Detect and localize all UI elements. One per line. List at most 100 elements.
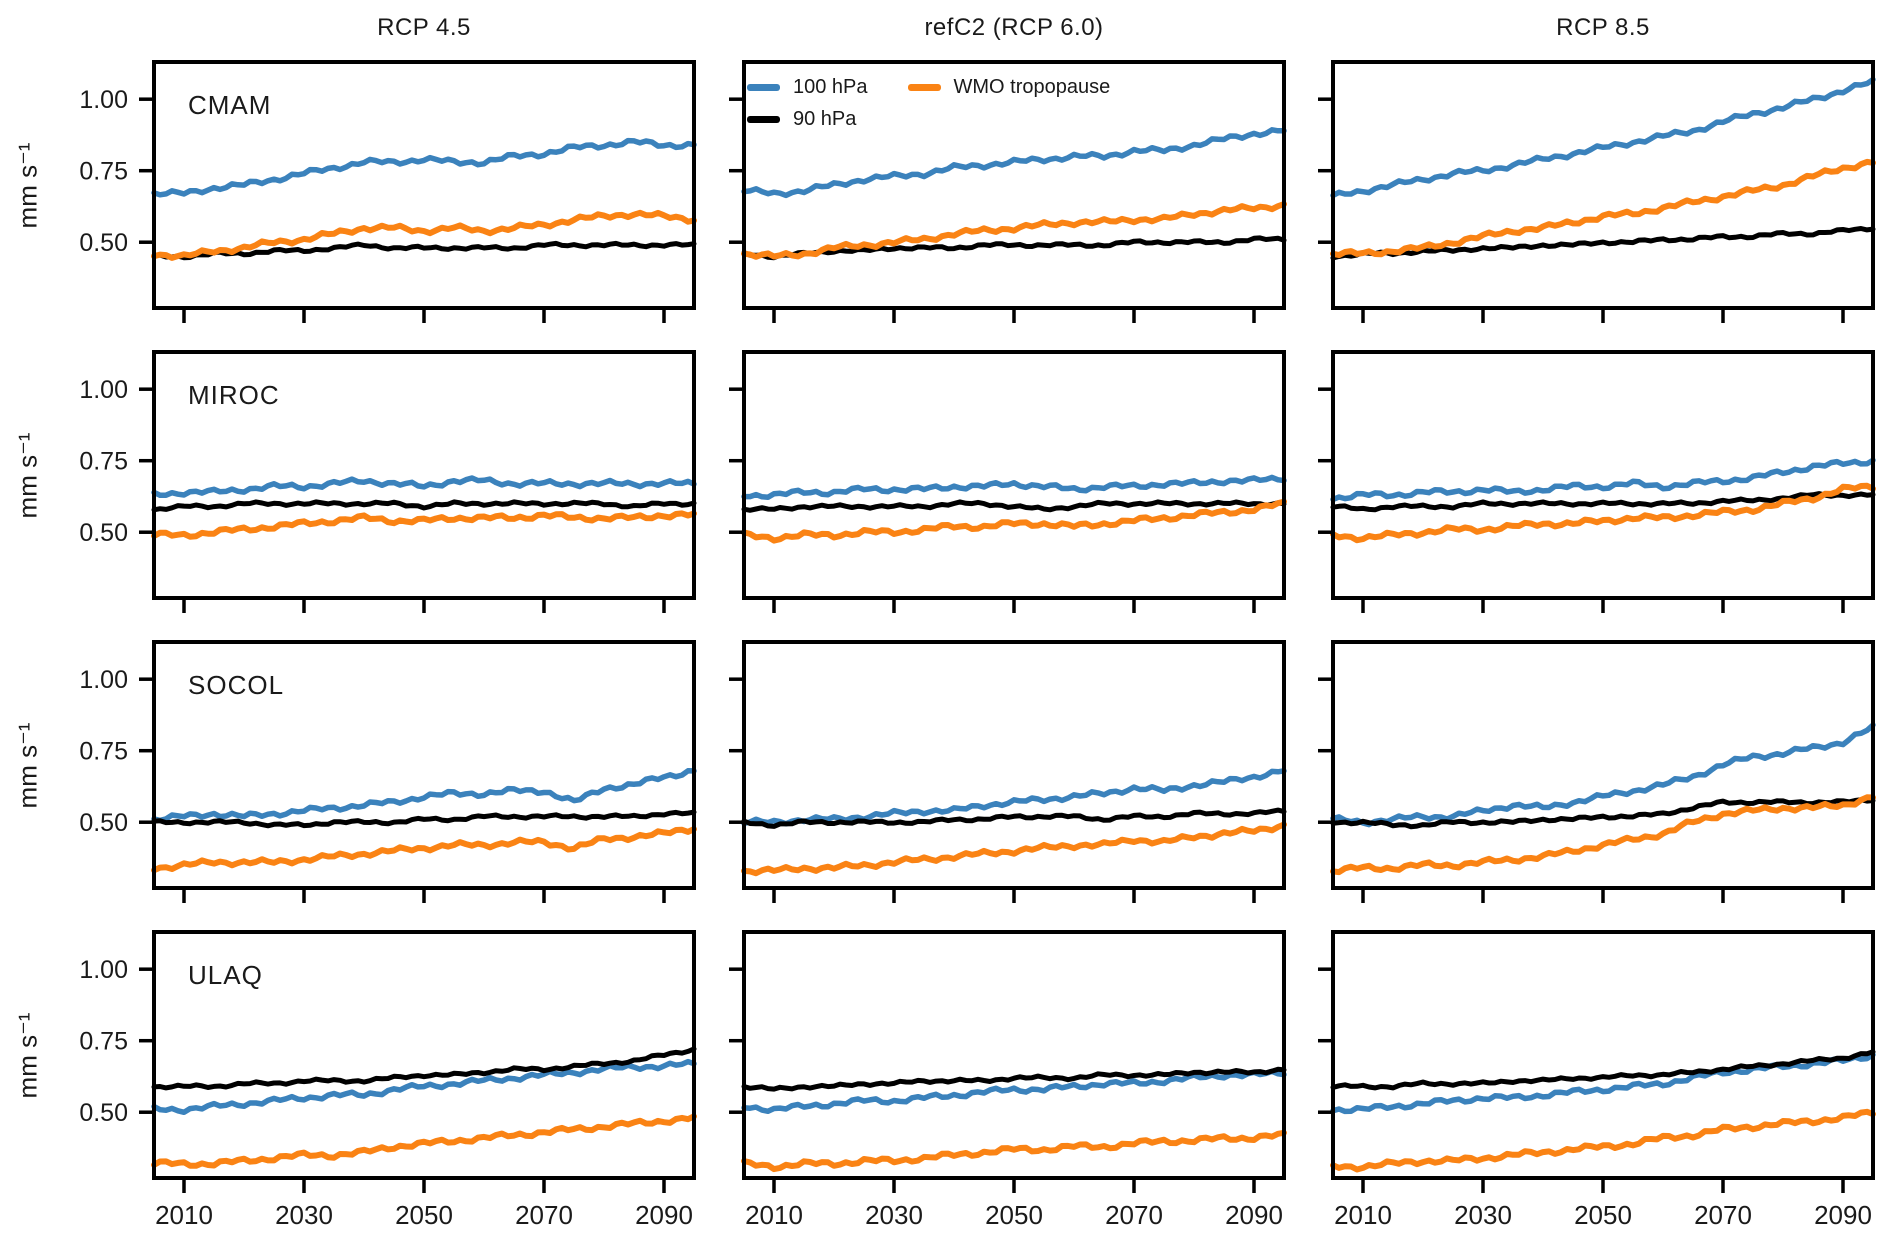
model-label-socol: SOCOL bbox=[188, 670, 284, 700]
panel-border bbox=[152, 60, 696, 310]
y-tick-label: 0.75 bbox=[79, 158, 128, 186]
x-tick-label: 2010 bbox=[1334, 1200, 1392, 1230]
column-title-rcp85: RCP 8.5 bbox=[1556, 14, 1650, 41]
x-tick-label: 2050 bbox=[395, 1200, 453, 1230]
x-tick-label: 2010 bbox=[155, 1200, 213, 1230]
panel-socol-col3 bbox=[1318, 640, 1876, 903]
x-tick-label: 2030 bbox=[1454, 1200, 1512, 1230]
panel-ulaq-col2: 2010 2030 2050 2070 2090 bbox=[729, 930, 1287, 1230]
plot-area bbox=[729, 640, 1287, 903]
y-tick-label: 1.00 bbox=[79, 666, 128, 694]
panel-border bbox=[742, 640, 1286, 890]
line-90-hpa bbox=[741, 235, 1287, 261]
line-90-hpa bbox=[741, 807, 1287, 829]
y-tick-label: 0.50 bbox=[79, 229, 128, 257]
line-100-hpa bbox=[151, 475, 697, 498]
y-axis-label-row-1: mm s⁻¹ bbox=[12, 142, 43, 228]
line-90-hpa bbox=[151, 499, 697, 513]
line-wmo-tropopause bbox=[151, 826, 697, 874]
legend-item-wmo-tropopause: WMO tropopause bbox=[907, 76, 1111, 99]
x-tick-label: 2010 bbox=[745, 1200, 803, 1230]
line-90-hpa bbox=[1330, 1049, 1876, 1091]
panel-border bbox=[1331, 930, 1875, 1180]
y-tick-label: 0.50 bbox=[79, 809, 128, 837]
panel-border bbox=[1331, 350, 1875, 600]
line-90-hpa bbox=[741, 499, 1287, 513]
x-tick-label: 2090 bbox=[1225, 1200, 1283, 1230]
panel-border bbox=[152, 350, 696, 600]
panel-cmam-col1: 1.00 0.75 0.50 CMAM bbox=[79, 60, 697, 323]
x-tick-label: 2030 bbox=[275, 1200, 333, 1230]
line-wmo-tropopause bbox=[151, 209, 697, 261]
line-100-hpa bbox=[1330, 1051, 1876, 1115]
plot-area bbox=[729, 60, 1287, 323]
legend-swatch-100-hpa bbox=[747, 84, 780, 91]
panel-socol-col2 bbox=[729, 640, 1287, 903]
line-wmo-tropopause bbox=[741, 201, 1287, 260]
legend-label-wmo-tropopause: WMO tropopause bbox=[953, 76, 1111, 98]
legend-swatch-wmo-tropopause bbox=[907, 84, 941, 91]
x-tick-label: 2070 bbox=[1105, 1200, 1163, 1230]
y-tick-label: 1.00 bbox=[79, 86, 128, 114]
legend: 100 hPa 90 hPa WMO tropopause bbox=[747, 76, 1110, 131]
panel-border bbox=[1331, 640, 1875, 890]
y-tick-label: 0.75 bbox=[79, 1028, 128, 1056]
column-title-refc2: refC2 (RCP 6.0) bbox=[924, 14, 1104, 41]
line-wmo-tropopause bbox=[1330, 1108, 1876, 1173]
y-axis-label-row-3: mm s⁻¹ bbox=[12, 722, 43, 808]
panel-ulaq-col1: 1.00 0.75 0.50 2010 2030 2050 2070 2090 ULAQ bbox=[79, 930, 697, 1230]
panel-cmam-col2 bbox=[729, 60, 1287, 323]
legend-item-90-hpa: 90 hPa bbox=[747, 108, 868, 131]
x-tick-label: 2050 bbox=[985, 1200, 1043, 1230]
legend-label-90-hpa: 90 hPa bbox=[793, 108, 857, 130]
panel-border bbox=[742, 60, 1286, 310]
plot-area bbox=[729, 350, 1287, 613]
x-tick-label: 2090 bbox=[1814, 1200, 1872, 1230]
line-90-hpa bbox=[1330, 797, 1876, 830]
plot-area bbox=[1318, 350, 1876, 613]
panel-cmam-col3 bbox=[1318, 60, 1876, 323]
line-90-hpa bbox=[151, 809, 697, 829]
line-90-hpa bbox=[741, 1066, 1287, 1092]
line-100-hpa bbox=[1330, 457, 1876, 503]
y-tick-label: 0.50 bbox=[79, 1099, 128, 1127]
legend-label-100-hpa: 100 hPa bbox=[793, 76, 868, 98]
y-tick-label: 0.50 bbox=[79, 519, 128, 547]
panel-border bbox=[742, 350, 1286, 600]
line-100-hpa bbox=[151, 1058, 697, 1116]
legend-item-100-hpa: 100 hPa bbox=[747, 76, 868, 99]
y-tick-label: 0.75 bbox=[79, 448, 128, 476]
line-100-hpa bbox=[741, 127, 1287, 199]
plot-area: 1.00 0.75 0.50 MIROC bbox=[79, 350, 697, 613]
model-label-ulaq: ULAQ bbox=[188, 960, 263, 990]
panel-miroc-col3 bbox=[1318, 350, 1876, 613]
column-title-rcp45: RCP 4.5 bbox=[377, 14, 471, 41]
line-wmo-tropopause bbox=[151, 510, 697, 540]
line-100-hpa bbox=[151, 768, 697, 824]
line-wmo-tropopause bbox=[1330, 158, 1876, 259]
legend-swatch-90-hpa bbox=[747, 116, 780, 123]
panel-miroc-col1: 1.00 0.75 0.50 MIROC bbox=[79, 350, 697, 613]
x-tick-label: 2030 bbox=[865, 1200, 923, 1230]
panel-border bbox=[742, 930, 1286, 1180]
plot-area: 2010 2030 2050 2070 2090 bbox=[729, 930, 1287, 1230]
line-wmo-tropopause bbox=[1330, 482, 1876, 544]
panel-border bbox=[152, 930, 696, 1180]
x-tick-label: 2070 bbox=[1694, 1200, 1752, 1230]
line-100-hpa bbox=[1330, 76, 1876, 199]
line-wmo-tropopause bbox=[741, 1129, 1287, 1173]
line-wmo-tropopause bbox=[741, 498, 1287, 544]
plot-area bbox=[1318, 640, 1876, 903]
plot-area: 2010 2030 2050 2070 2090 bbox=[1318, 930, 1876, 1230]
plot-area: 1.00 0.75 0.50 2010 2030 2050 2070 2090 ULAQ bbox=[79, 930, 697, 1230]
x-tick-label: 2070 bbox=[515, 1200, 573, 1230]
y-axis-label-row-4: mm s⁻¹ bbox=[12, 1012, 43, 1098]
model-label-miroc: MIROC bbox=[188, 380, 280, 410]
line-100-hpa bbox=[151, 137, 697, 198]
plot-area: 1.00 0.75 0.50 SOCOL bbox=[79, 640, 697, 903]
line-100-hpa bbox=[741, 1068, 1287, 1115]
y-axis-label-row-2: mm s⁻¹ bbox=[12, 432, 43, 518]
plot-area: 1.00 0.75 0.50 CMAM bbox=[79, 60, 697, 323]
panel-border bbox=[1331, 60, 1875, 310]
